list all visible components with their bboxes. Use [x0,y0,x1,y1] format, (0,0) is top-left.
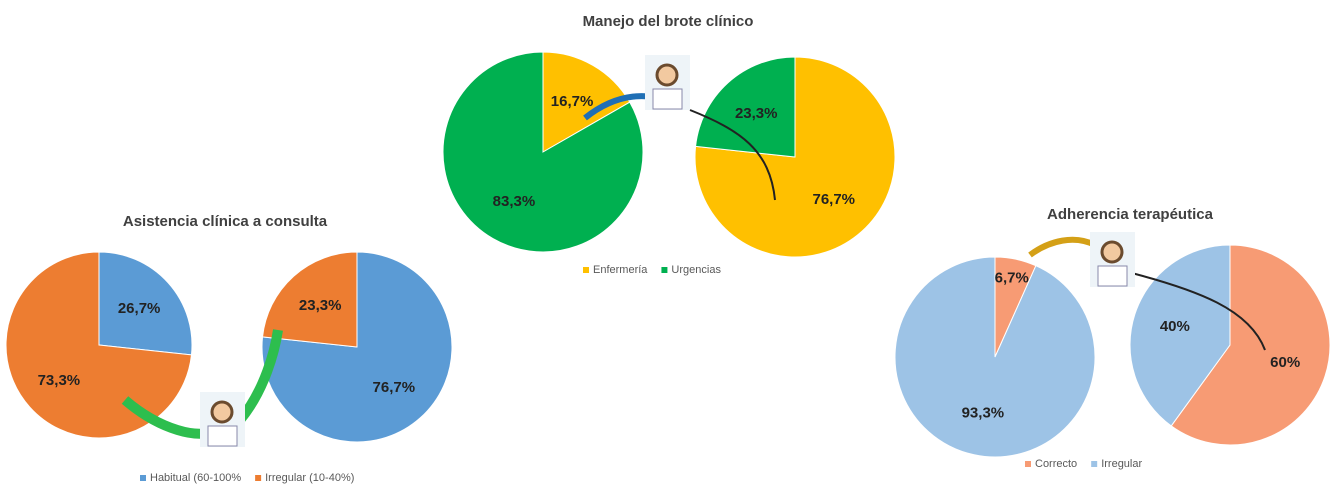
data-label: 26,7% [118,300,161,317]
data-label: 83,3% [493,193,536,210]
pie-slice [894,256,1096,458]
nurse-icons [200,55,1135,447]
arrow [1028,236,1097,258]
pie-slice [261,251,453,443]
legend-label: Enfermería [593,264,648,276]
nurse-icon [1090,232,1135,287]
nurse-icon [645,55,690,110]
arrow [236,329,283,424]
data-label: 93,3% [962,405,1005,422]
arrow [1119,269,1266,351]
data-label: 73,3% [38,372,81,389]
chart-title: Adherencia terapéutica [1047,206,1214,223]
data-label: 23,3% [735,105,778,122]
pie-slice [5,251,193,439]
legend-label: Irregular (10-40%) [265,472,354,484]
legend-swatch [661,267,668,273]
pie-slice [442,51,644,253]
legend-label: Habitual (60-100% [150,472,241,484]
chart-title: Manejo del brote clínico [583,13,754,30]
pie-slice [1129,244,1231,427]
legend-swatch [583,267,589,273]
legend-swatch [1025,461,1031,467]
pie-slice [1170,244,1331,446]
legend-swatch [140,475,146,481]
pie-slice [98,251,193,356]
legend-swatch [255,475,262,481]
data-label: 40% [1160,318,1190,335]
pie-slice [261,251,358,348]
data-label: 76,7% [812,191,855,208]
arrow [689,109,776,201]
data-label: 60% [1270,354,1300,371]
legend-label: Urgencias [671,264,721,276]
legend-label: Irregular [1101,458,1142,470]
legend-swatch [1091,461,1098,467]
data-label: 16,7% [551,93,594,110]
chart-title: Asistencia clínica a consulta [123,213,328,230]
data-label: 23,3% [299,297,342,314]
legend-label: Correcto [1035,458,1077,470]
data-label: 6,7% [995,270,1029,287]
pie-slice [695,56,796,158]
nurse-icon [200,392,245,447]
data-label: 76,7% [373,379,416,396]
